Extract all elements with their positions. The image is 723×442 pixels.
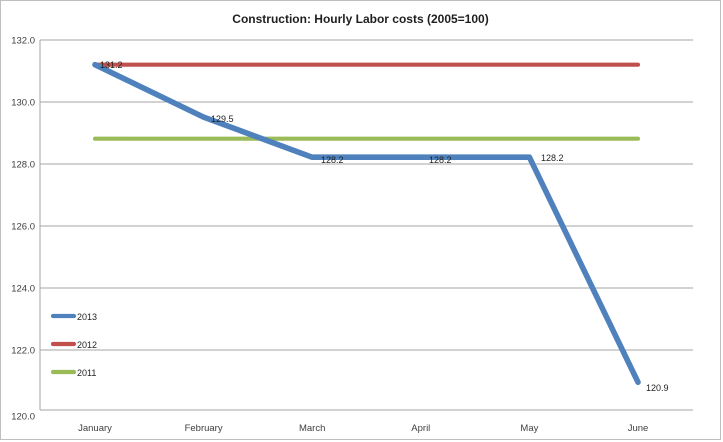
svg-text:128.2: 128.2	[321, 155, 344, 165]
svg-text:March: March	[299, 423, 325, 434]
svg-text:120.9: 120.9	[646, 383, 669, 393]
svg-text:2013: 2013	[77, 312, 97, 322]
svg-text:130.0: 130.0	[11, 98, 35, 109]
svg-text:April: April	[411, 423, 430, 434]
svg-text:126.0: 126.0	[11, 222, 35, 233]
svg-text:January: January	[78, 423, 112, 434]
svg-text:122.0: 122.0	[11, 346, 35, 357]
svg-text:February: February	[185, 423, 223, 434]
svg-text:128.0: 128.0	[11, 160, 35, 171]
svg-text:120.0: 120.0	[11, 412, 35, 423]
svg-text:132.0: 132.0	[11, 36, 35, 47]
svg-text:131.2: 131.2	[100, 60, 123, 70]
svg-text:128.2: 128.2	[429, 155, 452, 165]
svg-text:124.0: 124.0	[11, 284, 35, 295]
svg-text:May: May	[520, 423, 538, 434]
svg-text:129.5: 129.5	[211, 114, 234, 124]
svg-text:2011: 2011	[77, 368, 96, 378]
svg-text:2012: 2012	[77, 340, 97, 350]
svg-text:June: June	[628, 423, 649, 434]
svg-text:128.2: 128.2	[541, 153, 564, 163]
